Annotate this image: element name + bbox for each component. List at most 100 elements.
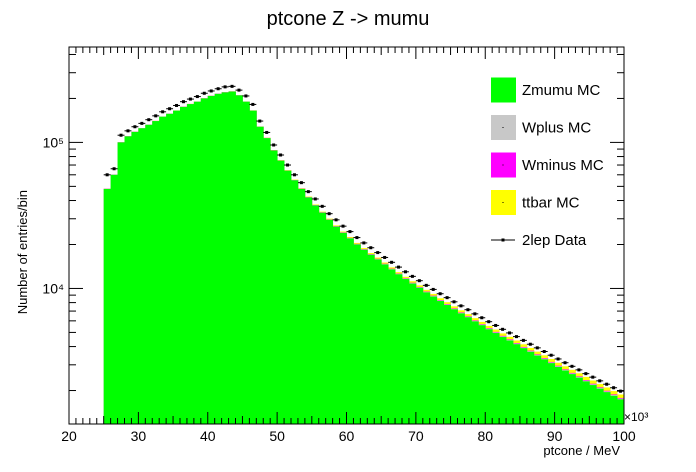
data-point: [228, 84, 236, 88]
bar-zmumu-mc: [131, 131, 139, 424]
data-point: [533, 346, 541, 350]
x-tick-label: 60: [339, 428, 355, 444]
data-point: [124, 129, 132, 133]
bar-zmumu-mc: [575, 377, 583, 424]
bar-zmumu-mc: [450, 309, 458, 424]
legend-label: Zmumu MC: [522, 82, 601, 99]
bar-zmumu-mc: [318, 212, 327, 424]
x-axis-multiplier: ×10³: [624, 410, 648, 424]
bar-zmumu-mc: [124, 136, 132, 425]
data-point: [200, 91, 208, 95]
x-tick-label: 50: [269, 428, 285, 444]
data-point: [499, 327, 507, 331]
data-point: [152, 114, 160, 118]
data-point: [519, 338, 527, 342]
legend-label: Wminus MC: [522, 157, 604, 174]
data-point: [235, 88, 243, 92]
data-point: [291, 173, 298, 177]
bar-zmumu-mc: [429, 296, 438, 424]
bar-zmumu-mc: [547, 363, 556, 424]
histogram-bars: [103, 91, 625, 425]
data-points: [103, 84, 624, 393]
bar-zmumu-mc: [235, 95, 243, 424]
bar-zmumu-mc: [457, 313, 465, 424]
data-point: [186, 97, 194, 101]
data-point: [249, 102, 257, 106]
data-point: [513, 335, 520, 339]
data-point: [568, 364, 576, 368]
data-point: [207, 89, 215, 93]
bar-zmumu-mc: [402, 279, 410, 424]
bar-zmumu-mc: [207, 95, 216, 424]
bar-zmumu-mc: [103, 188, 112, 424]
bar-zmumu-mc: [138, 128, 146, 424]
data-point: [138, 121, 146, 125]
data-point: [554, 357, 562, 361]
data-point: [221, 85, 229, 89]
data-point: [540, 350, 548, 354]
data-point: [374, 251, 382, 255]
bar-zmumu-mc: [353, 244, 361, 424]
legend-entry: Wplus MC: [491, 115, 591, 140]
data-point: [436, 292, 444, 296]
bar-zmumu-mc: [277, 160, 285, 424]
bar-zmumu-mc: [554, 366, 562, 424]
bar-zmumu-mc: [506, 340, 514, 424]
bar-zmumu-mc: [526, 351, 535, 424]
bar-zmumu-mc: [186, 104, 195, 424]
bar-zmumu-mc: [478, 325, 486, 424]
bar-zmumu-mc: [471, 321, 479, 424]
data-point: [492, 323, 500, 327]
bar-zmumu-mc: [263, 138, 271, 425]
bar-zmumu-mc: [270, 150, 278, 424]
data-point: [610, 386, 618, 390]
bar-zmumu-mc: [339, 232, 347, 424]
bar-zmumu-mc: [582, 381, 590, 424]
data-point: [297, 181, 305, 185]
bar-zmumu-mc: [200, 98, 209, 424]
bar-zmumu-mc: [422, 292, 431, 424]
bar-zmumu-mc: [561, 370, 569, 424]
bar-zmumu-mc: [610, 395, 618, 424]
bar-zmumu-mc: [159, 116, 167, 425]
data-point: [180, 100, 187, 104]
bar-zmumu-mc: [180, 106, 188, 424]
data-point: [408, 274, 416, 278]
data-point: [457, 304, 465, 308]
x-axis-label: ptcone / MeV: [543, 443, 620, 458]
x-tick-label: 20: [61, 428, 77, 444]
bar-zmumu-mc: [193, 101, 202, 424]
bar-zmumu-mc: [533, 355, 542, 424]
bar-zmumu-mc: [332, 226, 340, 424]
data-point: [256, 119, 264, 123]
data-point: [263, 130, 271, 134]
data-point: [526, 342, 534, 346]
data-point: [242, 94, 250, 98]
x-tick-label: 30: [131, 428, 147, 444]
legend-label: ttbar MC: [522, 195, 580, 212]
data-point: [332, 218, 340, 222]
bar-zmumu-mc: [499, 337, 507, 424]
bar-zmumu-mc: [145, 124, 153, 424]
data-point: [284, 163, 291, 167]
bar-zmumu-mc: [346, 238, 354, 424]
data-point: [596, 379, 604, 383]
bar-zmumu-mc: [360, 249, 368, 424]
data-point: [110, 167, 118, 171]
bar-zmumu-mc: [221, 92, 229, 424]
bar-zmumu-mc: [603, 392, 611, 424]
bar-zmumu-mc: [492, 333, 500, 424]
legend-label: 2lep Data: [522, 232, 587, 249]
bar-zmumu-mc: [464, 317, 472, 424]
data-point: [603, 382, 611, 386]
data-point: [561, 361, 569, 365]
data-point: [318, 204, 326, 208]
data-point: [325, 212, 333, 216]
legend-entry: Zmumu MC: [491, 77, 601, 103]
bar-zmumu-mc: [242, 101, 250, 424]
data-point: [415, 279, 423, 283]
bar-zmumu-mc: [540, 359, 549, 424]
bar-zmumu-mc: [617, 399, 625, 424]
bar-zmumu-mc: [589, 385, 597, 424]
